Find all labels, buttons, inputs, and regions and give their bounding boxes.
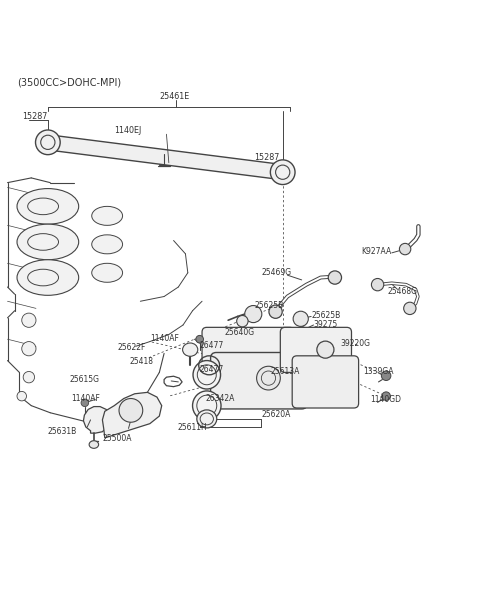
Circle shape — [22, 313, 36, 327]
Text: 1339GA: 1339GA — [363, 367, 394, 376]
Text: 25640G: 25640G — [225, 327, 255, 337]
Text: 25468G: 25468G — [387, 287, 417, 296]
Circle shape — [372, 278, 384, 291]
Polygon shape — [102, 392, 162, 438]
Circle shape — [269, 305, 282, 318]
Polygon shape — [84, 406, 109, 433]
Ellipse shape — [92, 206, 122, 225]
Text: 25613A: 25613A — [271, 367, 300, 376]
Circle shape — [245, 305, 262, 323]
Ellipse shape — [89, 441, 98, 449]
Text: 25469G: 25469G — [261, 268, 291, 277]
Text: 1140EJ: 1140EJ — [114, 127, 142, 135]
Circle shape — [270, 160, 295, 185]
Ellipse shape — [92, 263, 122, 282]
Ellipse shape — [17, 224, 79, 259]
Bar — [159, 160, 169, 165]
Circle shape — [22, 341, 36, 356]
Text: 39275: 39275 — [313, 319, 338, 329]
Ellipse shape — [193, 360, 220, 389]
Text: 39220G: 39220G — [341, 340, 371, 348]
Text: 25461E: 25461E — [159, 92, 190, 101]
Text: 25615G: 25615G — [69, 375, 99, 384]
Text: 25500A: 25500A — [102, 435, 132, 443]
Ellipse shape — [92, 235, 122, 254]
Circle shape — [119, 398, 143, 422]
Circle shape — [17, 392, 26, 401]
Circle shape — [36, 130, 60, 155]
Text: 26477: 26477 — [200, 365, 224, 373]
FancyBboxPatch shape — [280, 327, 351, 373]
FancyBboxPatch shape — [211, 353, 307, 409]
Circle shape — [81, 399, 89, 406]
Circle shape — [382, 371, 391, 381]
Text: 25620A: 25620A — [261, 409, 291, 419]
Circle shape — [382, 392, 390, 400]
FancyBboxPatch shape — [202, 327, 295, 373]
Ellipse shape — [182, 343, 198, 356]
Ellipse shape — [17, 188, 79, 224]
Text: 25631B: 25631B — [48, 427, 77, 436]
Polygon shape — [47, 135, 284, 180]
Text: 15287: 15287 — [254, 154, 280, 162]
Text: 26477: 26477 — [200, 341, 224, 350]
Circle shape — [328, 271, 342, 284]
Circle shape — [293, 312, 308, 326]
Text: 1140AF: 1140AF — [72, 394, 100, 403]
Text: 25625B: 25625B — [311, 311, 340, 320]
Text: 1140GD: 1140GD — [371, 395, 401, 405]
Text: K927AA: K927AA — [361, 247, 391, 256]
Text: 25625B: 25625B — [254, 302, 284, 310]
Text: 25611H: 25611H — [178, 424, 207, 433]
Circle shape — [237, 316, 248, 327]
Circle shape — [317, 341, 334, 358]
Ellipse shape — [17, 259, 79, 296]
Circle shape — [404, 302, 416, 315]
Circle shape — [23, 371, 35, 383]
Text: 15287: 15287 — [22, 112, 47, 121]
Text: 25418: 25418 — [130, 357, 154, 367]
Text: 26342A: 26342A — [206, 394, 235, 403]
FancyBboxPatch shape — [292, 356, 359, 408]
Ellipse shape — [197, 410, 217, 428]
Circle shape — [196, 335, 204, 343]
Circle shape — [399, 244, 411, 255]
Circle shape — [257, 366, 280, 390]
Text: (3500CC>DOHC-MPI): (3500CC>DOHC-MPI) — [17, 77, 121, 87]
Text: 25622F: 25622F — [118, 343, 146, 353]
Ellipse shape — [192, 391, 221, 420]
Text: 1140AF: 1140AF — [150, 334, 179, 343]
